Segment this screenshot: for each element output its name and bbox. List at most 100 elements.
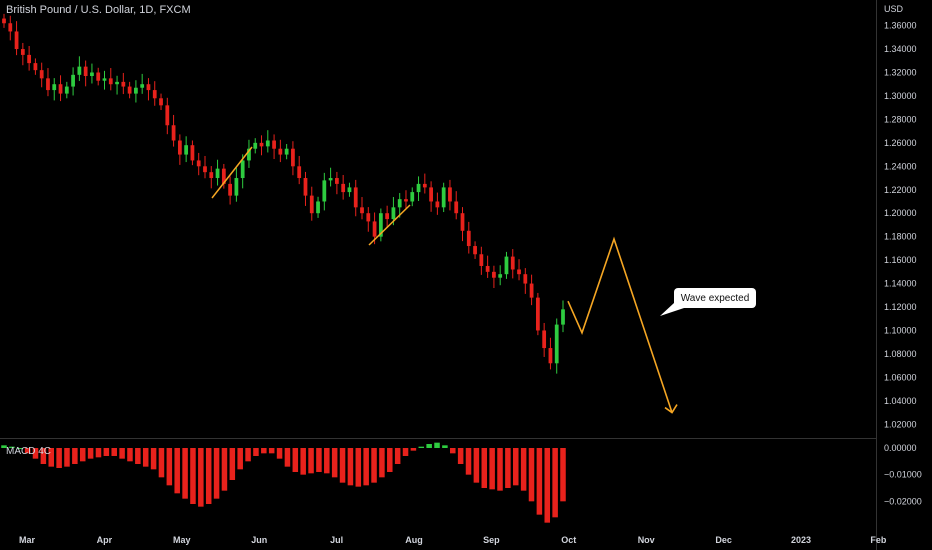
- macd-bar: [182, 448, 188, 499]
- currency-label: USD: [884, 4, 904, 14]
- macd-bar: [261, 448, 267, 454]
- candle-body: [8, 23, 13, 32]
- macd-bar: [119, 448, 125, 459]
- macd-bar: [536, 448, 543, 515]
- candle-body: [504, 256, 509, 275]
- candle-body: [341, 183, 346, 193]
- macd-bar: [221, 448, 228, 491]
- candle-body: [466, 230, 471, 247]
- macd-bar: [253, 448, 259, 456]
- candle-body: [542, 330, 547, 349]
- price-y-tick-label: 1.16000: [884, 255, 917, 265]
- candle-body: [165, 105, 170, 126]
- macd-bar: [426, 444, 432, 448]
- candle-body: [171, 125, 176, 141]
- macd-bar: [135, 448, 141, 464]
- x-tick-label: Mar: [19, 535, 36, 545]
- candle-body: [422, 183, 427, 188]
- candle-body: [196, 160, 201, 167]
- candle-body: [121, 81, 126, 87]
- projection-arrowhead: [664, 404, 678, 414]
- macd-bar: [465, 448, 472, 475]
- x-tick-label: Jun: [251, 535, 267, 545]
- price-y-tick-label: 1.18000: [884, 232, 917, 242]
- candle-body: [291, 148, 295, 167]
- candle-body: [529, 283, 534, 298]
- macd-bar: [418, 446, 425, 448]
- projection-path: [567, 236, 673, 413]
- macd-bar: [48, 448, 54, 467]
- macd-bar: [300, 448, 306, 475]
- candle-body: [416, 183, 421, 193]
- macd-bar: [544, 448, 551, 523]
- macd-bar: [174, 448, 180, 494]
- candle-body: [435, 201, 440, 208]
- candle-body: [33, 63, 38, 71]
- price-y-tick-label: 1.20000: [884, 208, 917, 218]
- candle-body: [2, 18, 6, 24]
- macd-bar: [198, 448, 204, 507]
- candle-body: [247, 148, 251, 161]
- macd-bar: [481, 448, 488, 488]
- candle-body: [20, 49, 25, 55]
- x-tick-label: Nov: [638, 535, 655, 545]
- candle-body: [278, 148, 283, 155]
- macd-bar: [1, 445, 7, 448]
- macd-bar: [9, 446, 15, 448]
- macd-bar: [347, 448, 354, 486]
- candle-body: [190, 145, 195, 161]
- candle-body: [441, 187, 446, 208]
- price-y-tick-label: 1.34000: [884, 44, 917, 54]
- macd-bar: [520, 448, 527, 491]
- macd-bar: [205, 448, 212, 504]
- macd-bar: [127, 448, 133, 462]
- chart-title: British Pound / U.S. Dollar, 1D, FXCM: [6, 4, 191, 16]
- candle-body: [517, 269, 521, 275]
- macd-bar: [150, 448, 157, 470]
- candle-body: [473, 246, 477, 255]
- x-tick-label: Apr: [97, 535, 113, 545]
- candle-body: [253, 142, 258, 149]
- candle-body: [14, 31, 19, 50]
- candle-body: [303, 178, 308, 196]
- macd-bar: [387, 448, 393, 472]
- macd-bar: [497, 448, 503, 491]
- macd-bar: [87, 448, 94, 459]
- candle-body: [335, 178, 339, 184]
- macd-bar: [316, 448, 322, 472]
- candle-body: [152, 90, 157, 99]
- trend-line: [368, 204, 411, 246]
- macd-bar: [410, 448, 417, 451]
- candle-body: [146, 84, 151, 91]
- candle-body: [27, 54, 32, 64]
- candle-body: [309, 195, 314, 214]
- candle-body: [46, 78, 50, 91]
- candle-body: [460, 213, 465, 231]
- candle-body: [102, 78, 107, 81]
- macd-bar: [489, 448, 495, 490]
- price-y-tick-label: 1.06000: [884, 372, 917, 382]
- candle-body: [391, 207, 396, 220]
- candle-body: [510, 256, 515, 270]
- candle-body: [523, 274, 528, 284]
- candle-body: [548, 348, 553, 364]
- macd-bar: [245, 448, 251, 462]
- candle-body: [535, 297, 540, 331]
- trend-line: [211, 146, 253, 199]
- candle-body: [347, 187, 352, 193]
- macd-y-tick-label: 0.00000: [884, 443, 917, 453]
- candle-body: [485, 265, 490, 272]
- macd-bar: [190, 448, 196, 504]
- candle-body: [77, 66, 82, 75]
- macd-bar: [324, 448, 330, 474]
- candle-body: [397, 199, 402, 208]
- price-y-tick-label: 1.36000: [884, 21, 917, 31]
- macd-bar: [473, 448, 480, 483]
- macd-bar: [32, 448, 39, 459]
- macd-bar: [371, 448, 377, 483]
- candle-body: [240, 160, 245, 179]
- candle-body: [492, 271, 496, 278]
- price-y-tick-label: 1.12000: [884, 302, 917, 312]
